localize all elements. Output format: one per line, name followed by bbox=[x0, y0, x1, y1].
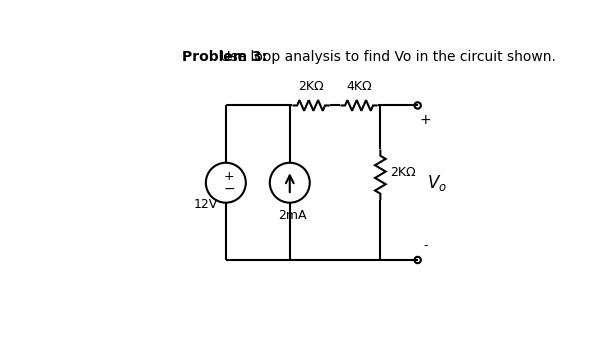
Text: 12V: 12V bbox=[194, 198, 218, 210]
Text: +: + bbox=[224, 170, 234, 183]
Text: 2KΩ: 2KΩ bbox=[390, 166, 415, 179]
Text: $\mathit{V}_{\mathit{o}}$: $\mathit{V}_{\mathit{o}}$ bbox=[427, 173, 447, 193]
Text: 4KΩ: 4KΩ bbox=[346, 81, 372, 93]
Text: -: - bbox=[424, 239, 428, 252]
Text: −: − bbox=[223, 182, 235, 195]
Text: +: + bbox=[420, 113, 432, 127]
Text: 2KΩ: 2KΩ bbox=[298, 81, 324, 93]
Text: 2mA: 2mA bbox=[278, 209, 307, 222]
Text: Problem 3:: Problem 3: bbox=[182, 49, 267, 64]
Text: Use loop analysis to find Vo in the circuit shown.: Use loop analysis to find Vo in the circ… bbox=[216, 49, 556, 64]
